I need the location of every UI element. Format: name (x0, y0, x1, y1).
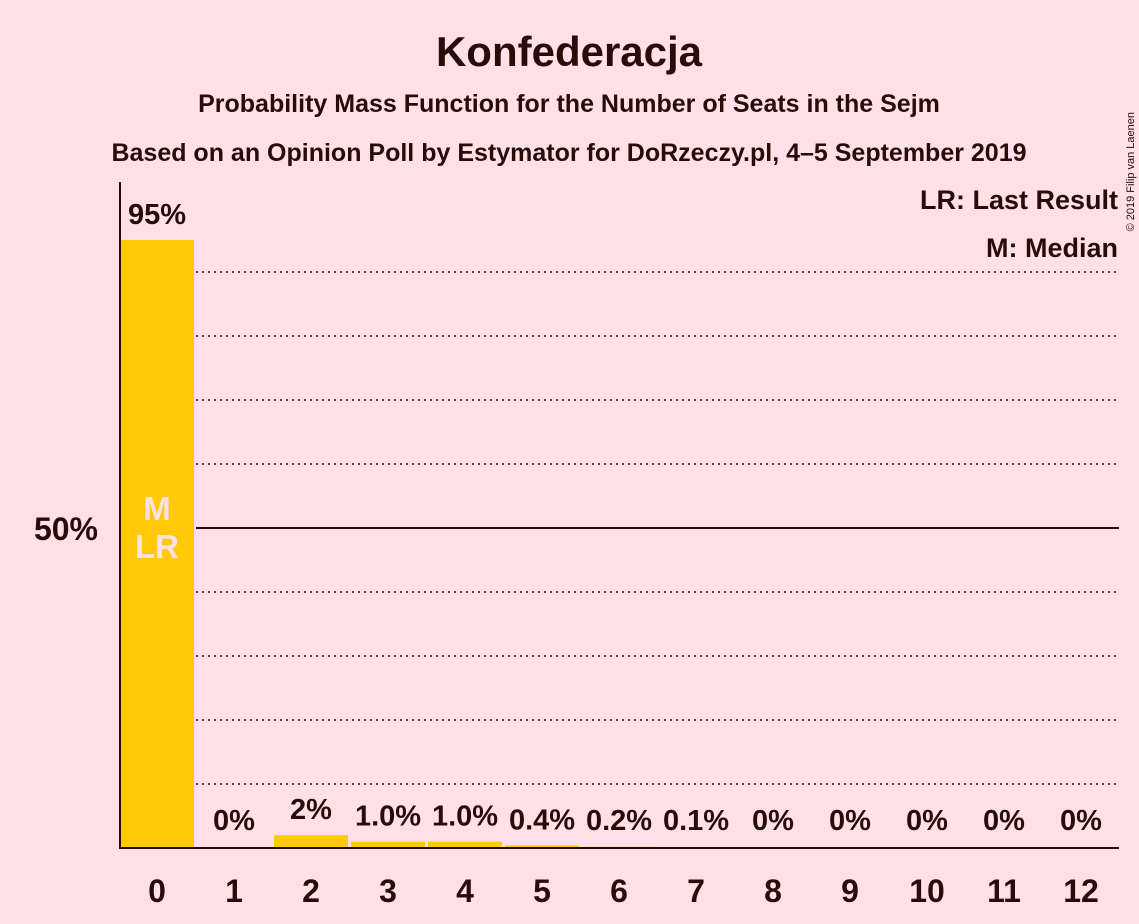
bar-inner-label: MLR (135, 490, 179, 565)
value-label: 95% (128, 199, 186, 231)
x-tick-label: 4 (456, 873, 474, 909)
chart-subtitle-2: Based on an Opinion Poll by Estymator fo… (111, 139, 1026, 167)
value-label: 0% (829, 805, 871, 837)
x-tick-label: 5 (533, 873, 551, 909)
grid-lines (196, 271, 1119, 785)
x-tick-label: 2 (302, 873, 320, 909)
value-label: 1.0% (355, 801, 421, 833)
chart-subtitle: Probability Mass Function for the Number… (198, 90, 940, 118)
x-tick-label: 10 (909, 873, 945, 909)
bar-inner-label-line: M (143, 490, 171, 527)
value-label: 0% (983, 805, 1025, 837)
x-tick-label: 11 (987, 873, 1021, 909)
x-tick-label: 8 (764, 873, 782, 909)
copyright-note: © 2019 Filip van Laenen (1125, 112, 1137, 231)
value-label: 0% (1060, 805, 1102, 837)
value-label: 0.4% (509, 804, 575, 836)
legend-last-result: LR: Last Result (920, 185, 1118, 215)
value-label: 0% (906, 805, 948, 837)
bar-inner-label-line: LR (135, 528, 179, 565)
x-tick-labels: 0 1 2 3 4 5 6 7 8 9 10 11 12 (148, 873, 1099, 909)
bar (274, 835, 348, 848)
x-tick-label: 7 (687, 873, 705, 909)
bar (505, 845, 579, 848)
x-tick-label: 1 (225, 873, 243, 909)
value-label: 0.1% (663, 805, 729, 837)
bar (351, 841, 425, 848)
value-label: 2% (290, 794, 332, 826)
value-label: 0% (213, 805, 255, 837)
value-label: 1.0% (432, 801, 498, 833)
x-tick-label: 3 (379, 873, 397, 909)
bar (120, 240, 194, 848)
y-tick-label: 50% (34, 511, 98, 547)
bar (428, 841, 502, 848)
chart-title: Konfederacja (436, 28, 703, 75)
value-label: 0% (752, 805, 794, 837)
legend-median: M: Median (986, 233, 1118, 263)
x-tick-label: 9 (841, 873, 859, 909)
x-tick-label: 6 (610, 873, 628, 909)
x-tick-label: 0 (148, 873, 166, 909)
value-label: 0.2% (586, 805, 652, 837)
value-labels: 95% 0% 2% 1.0% 1.0% 0.4% 0.2% 0.1% 0% 0% 0% 0% 0% (128, 199, 1102, 837)
bars (120, 240, 733, 848)
x-tick-label: 12 (1063, 873, 1099, 909)
